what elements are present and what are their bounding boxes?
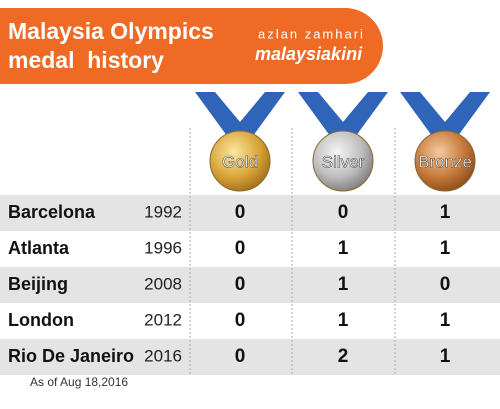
ribbon (400, 92, 490, 140)
year: 2016 (144, 346, 182, 365)
medal-count: 1 (440, 310, 451, 331)
medal-label: Silver (322, 152, 365, 171)
medal-count: 1 (338, 310, 349, 331)
medal (312, 130, 374, 192)
brand: malaysiakini (255, 44, 363, 64)
title-line: medal history (8, 47, 164, 73)
medal-count: 0 (338, 202, 349, 223)
footnote: As of Aug 18,2016 (30, 375, 128, 389)
medal-count: 2 (338, 346, 349, 367)
city: Barcelona (8, 202, 96, 222)
medal-count: 0 (235, 238, 246, 259)
medal-count: 1 (440, 202, 451, 223)
medal-count: 0 (440, 274, 451, 295)
ribbon (298, 92, 388, 140)
medal-count: 0 (235, 346, 246, 367)
byline: azlan zamhari (258, 26, 365, 41)
year: 1996 (144, 238, 182, 257)
medal-count: 0 (235, 202, 246, 223)
medal (209, 130, 271, 192)
medal (414, 130, 476, 192)
city: Atlanta (8, 238, 70, 258)
row-bg (0, 195, 500, 231)
row-bg (0, 267, 500, 303)
city: Beijing (8, 274, 68, 294)
city: Rio De Janeiro (8, 346, 134, 366)
year: 1992 (144, 202, 182, 221)
city: London (8, 310, 74, 330)
header-banner (0, 8, 383, 84)
medal-count: 1 (338, 238, 349, 259)
medal-label: Gold (222, 152, 258, 171)
medal-count: 0 (235, 310, 246, 331)
table: Gold Silver Bronze Barcelona 1992 0 0 1 Atlanta 1… (0, 92, 500, 375)
medal-count: 1 (440, 346, 451, 367)
ribbon (195, 92, 285, 140)
medal-count: 1 (440, 238, 451, 259)
year: 2008 (144, 274, 182, 293)
medal-count: 1 (338, 274, 349, 295)
medal-count: 0 (235, 274, 246, 295)
medal-label: Bronze (418, 152, 472, 171)
title-line: Malaysia Olympics (8, 18, 214, 44)
row-bg (0, 339, 500, 375)
year: 2012 (144, 310, 182, 329)
